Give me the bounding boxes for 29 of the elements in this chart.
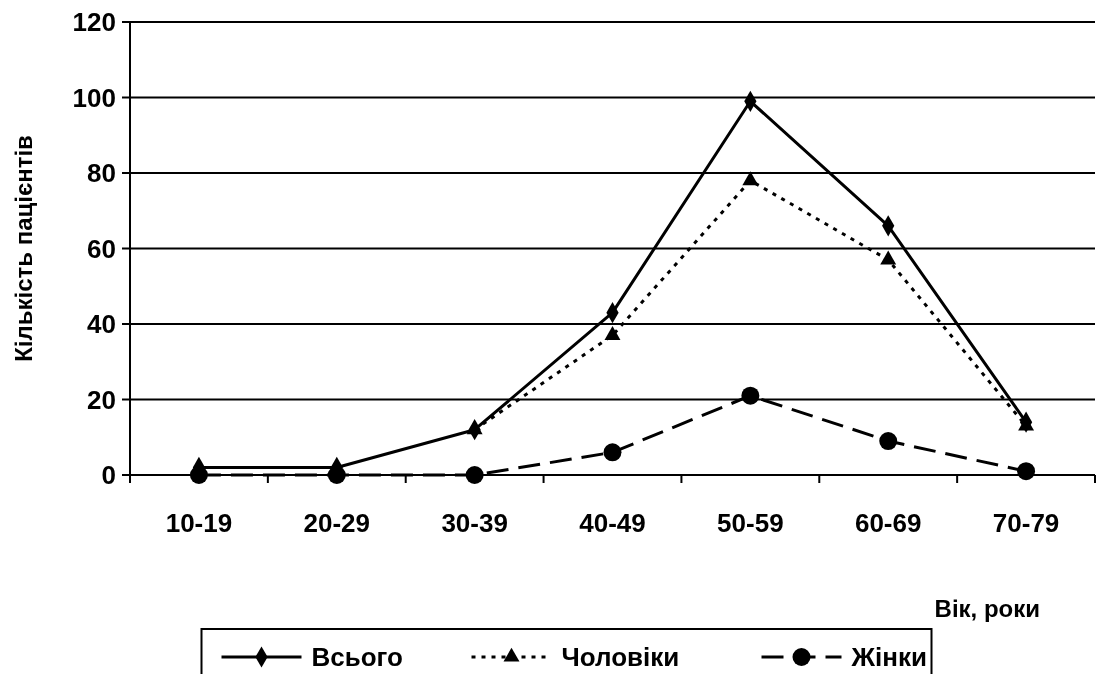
point	[327, 466, 346, 484]
legend-label: Чоловіки	[561, 642, 680, 672]
x-tick-label: 50-59	[717, 508, 784, 538]
y-tick-label: 0	[101, 460, 116, 491]
y-tick-label: 120	[72, 7, 116, 38]
y-tick-label: 60	[87, 233, 116, 264]
x-tick-label: 20-29	[303, 508, 371, 538]
legend-label: Жінки	[850, 642, 927, 672]
point	[742, 171, 759, 186]
x-tick-label: 70-79	[992, 508, 1060, 538]
x-tick-label: 30-39	[441, 508, 508, 538]
point	[879, 432, 898, 450]
x-tick-label: 40-49	[579, 508, 646, 538]
point	[880, 250, 897, 265]
y-tick-label: 100	[72, 82, 116, 113]
y-tick-label: 20	[87, 384, 116, 415]
point	[604, 326, 621, 340]
point	[603, 443, 622, 462]
legend-label: Всього	[311, 642, 403, 672]
y-tick-label: 80	[87, 158, 116, 189]
y-tick-label: 40	[87, 309, 116, 340]
point	[1017, 462, 1036, 481]
y-axis-title: Кількість пацієнтів	[10, 135, 37, 362]
x-tick-label: 60-69	[854, 508, 922, 538]
point	[741, 386, 760, 405]
point	[189, 466, 208, 484]
x-axis-title: Вік, роки	[934, 595, 1040, 622]
point	[465, 466, 484, 484]
x-tick-label: 10-19	[165, 508, 233, 538]
